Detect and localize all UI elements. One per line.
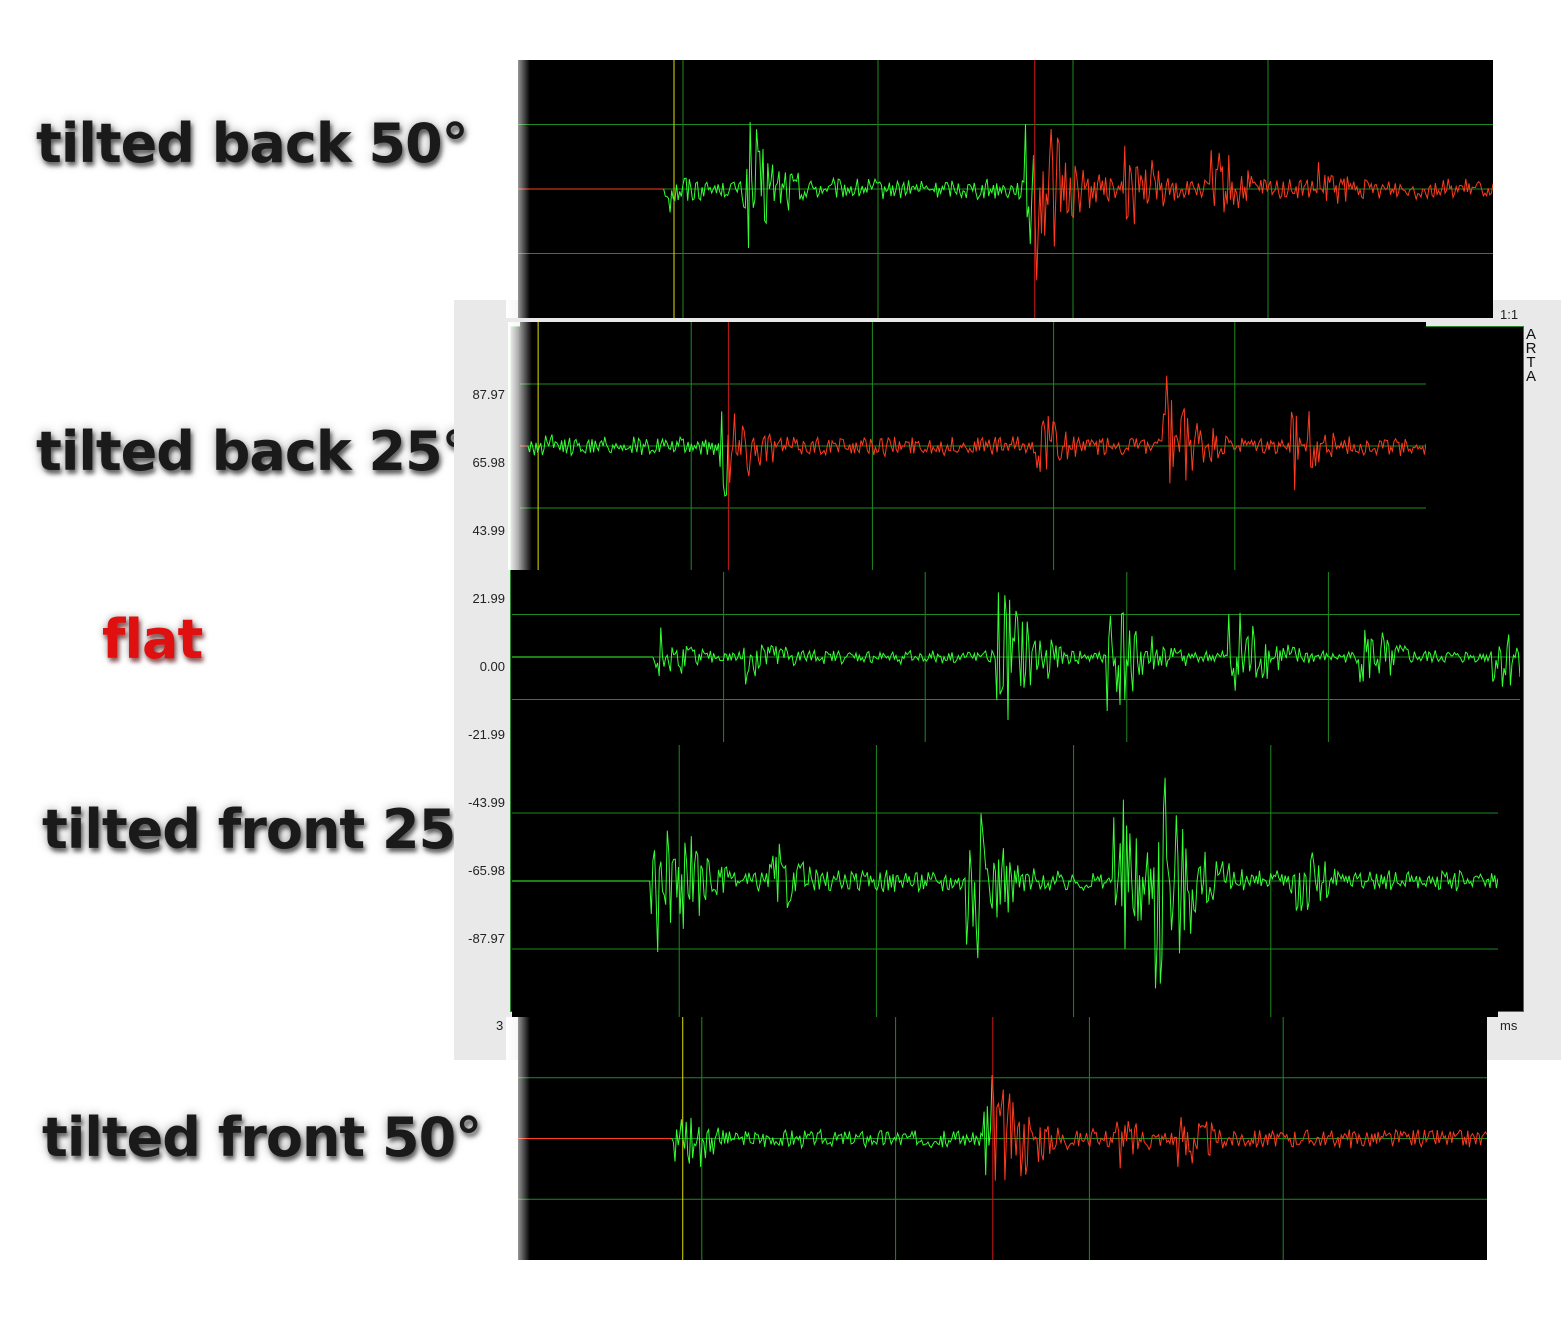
trace-red — [1033, 128, 1493, 281]
trace-plot — [512, 572, 1520, 742]
ratio-label: 1:1 — [1500, 307, 1519, 322]
label-tilted-front-25: tilted front 25° — [42, 798, 482, 861]
y-tick-label: 87.97 — [472, 387, 505, 402]
trace-red — [727, 375, 1426, 491]
trace-green — [663, 122, 1034, 249]
trace-plot — [518, 60, 1493, 318]
strip-fade-left — [508, 322, 532, 570]
y-tick-label: 65.98 — [472, 455, 505, 470]
trace-strip-tilted-back-50 — [506, 60, 1493, 318]
y-tick-label: -21.99 — [468, 727, 505, 742]
y-tick-label: 43.99 — [472, 523, 505, 538]
y-tick-label: -65.98 — [468, 863, 505, 878]
trace-green — [671, 1075, 993, 1176]
strip-fade-left — [506, 1017, 530, 1260]
trace-strip-tilted-back-25 — [508, 322, 1426, 570]
label-flat: flat — [102, 608, 203, 671]
strip-fade-left — [506, 60, 530, 318]
label-tilted-front-50: tilted front 50° — [42, 1106, 482, 1169]
corner-label: 3 — [496, 1018, 504, 1033]
trace-strip-tilted-front-25 — [512, 745, 1498, 1017]
y-tick-label: 0.00 — [479, 659, 505, 674]
trace-green — [649, 777, 1498, 989]
y-tick-label: 21.99 — [472, 591, 505, 606]
y-tick-label: -43.99 — [468, 795, 505, 810]
y-tick-label: -87.97 — [468, 931, 505, 946]
label-tilted-back-50: tilted back 50° — [36, 112, 469, 175]
trace-green — [652, 592, 1520, 721]
trace-plot — [512, 745, 1498, 1017]
trace-plot — [518, 1017, 1487, 1260]
label-tilted-back-25: tilted back 25° — [36, 420, 469, 483]
arta-vertical-label: ARTA — [1525, 326, 1537, 385]
trace-strip-tilted-front-50 — [506, 1017, 1487, 1260]
unit-label: ms — [1500, 1018, 1518, 1033]
trace-plot — [520, 322, 1426, 570]
trace-green — [527, 411, 729, 497]
trace-strip-flat — [512, 572, 1520, 742]
trace-red — [991, 1075, 1487, 1181]
